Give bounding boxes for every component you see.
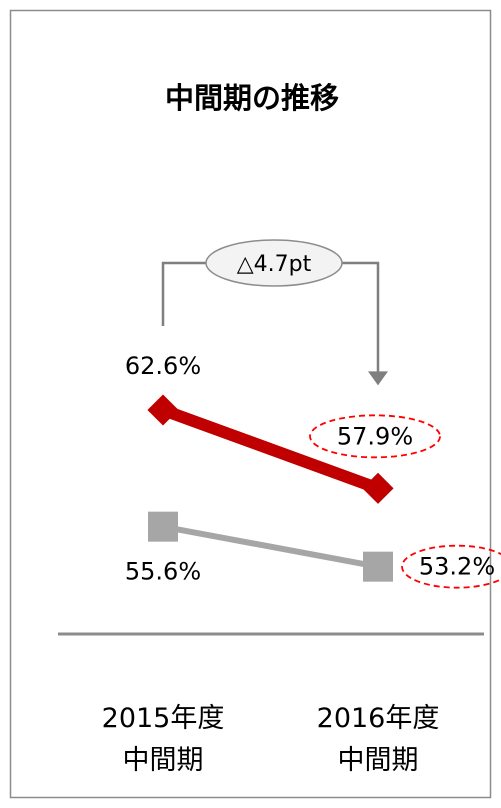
- x-tick-label-2015-period: 中間期: [123, 745, 204, 776]
- marker-gray-2016: [363, 551, 393, 582]
- chart-frame: [9, 9, 492, 799]
- highlight-oval-red-2016: [309, 414, 441, 459]
- series-line-red: [160, 404, 381, 494]
- highlight-oval-gray-2016: [401, 544, 501, 589]
- series-line-gray: [162, 523, 379, 570]
- marker-red-2015: [147, 394, 179, 426]
- x-tick-label-2015-year: 2015年度: [102, 703, 225, 734]
- data-label-red-2015: 62.6%: [125, 352, 201, 380]
- data-label-gray-2016: 53.2%: [419, 553, 495, 581]
- data-label-red-2016: 57.9%: [337, 422, 413, 450]
- data-label-gray-2015: 55.6%: [125, 558, 201, 586]
- difference-arrow-head: [368, 371, 388, 386]
- difference-bubble: [205, 239, 343, 287]
- difference-label: △4.7pt: [237, 252, 312, 277]
- x-tick-label-2016-year: 2016年度: [317, 703, 440, 734]
- x-tick-label-2016-period: 中間期: [338, 745, 419, 776]
- marker-gray-2015: [148, 511, 178, 542]
- chart-title: 中間期の推移: [165, 81, 339, 115]
- marker-red-2016: [362, 472, 394, 504]
